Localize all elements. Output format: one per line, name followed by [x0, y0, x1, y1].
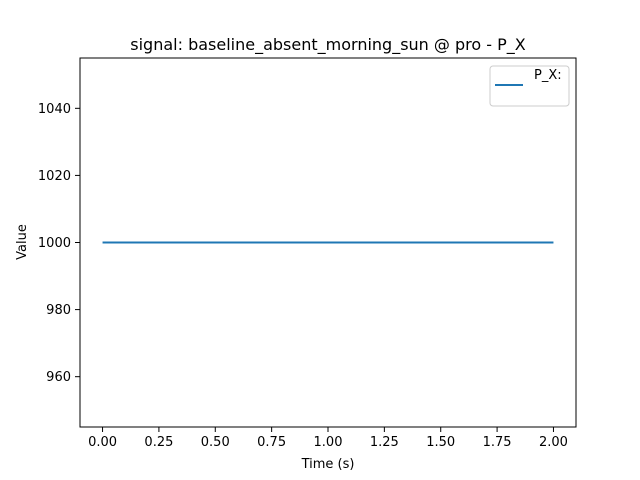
legend-box — [489, 65, 570, 107]
y-axis-label: Value — [15, 224, 30, 260]
y-tick-label: 1020 — [38, 169, 71, 184]
legend: P_X: — [489, 65, 570, 107]
x-tick-label: 0.25 — [144, 435, 173, 450]
x-tick-label: 2.00 — [539, 435, 568, 450]
y-tick-label: 1040 — [38, 102, 71, 117]
x-tick-label: 0.75 — [257, 435, 286, 450]
x-tick-label: 1.25 — [370, 435, 399, 450]
x-tick-label: 0.50 — [201, 435, 230, 450]
x-axis-label: Time (s) — [301, 457, 355, 472]
legend-label: P_X: — [534, 68, 562, 83]
x-tick-label: 1.00 — [314, 435, 343, 450]
y-tick-label: 980 — [46, 303, 71, 318]
y-tick-label: 1000 — [38, 236, 71, 251]
x-tick-label: 1.50 — [426, 435, 455, 450]
x-tick-label: 1.75 — [483, 435, 512, 450]
y-tick-label: 960 — [46, 370, 71, 385]
chart-title: signal: baseline_absent_morning_sun @ pr… — [130, 35, 525, 55]
x-tick-label: 0.00 — [88, 435, 117, 450]
plot-area: 0.00 0.25 0.50 0.75 1.00 1.25 1.50 1.75 2.00 960 9… — [38, 57, 577, 450]
